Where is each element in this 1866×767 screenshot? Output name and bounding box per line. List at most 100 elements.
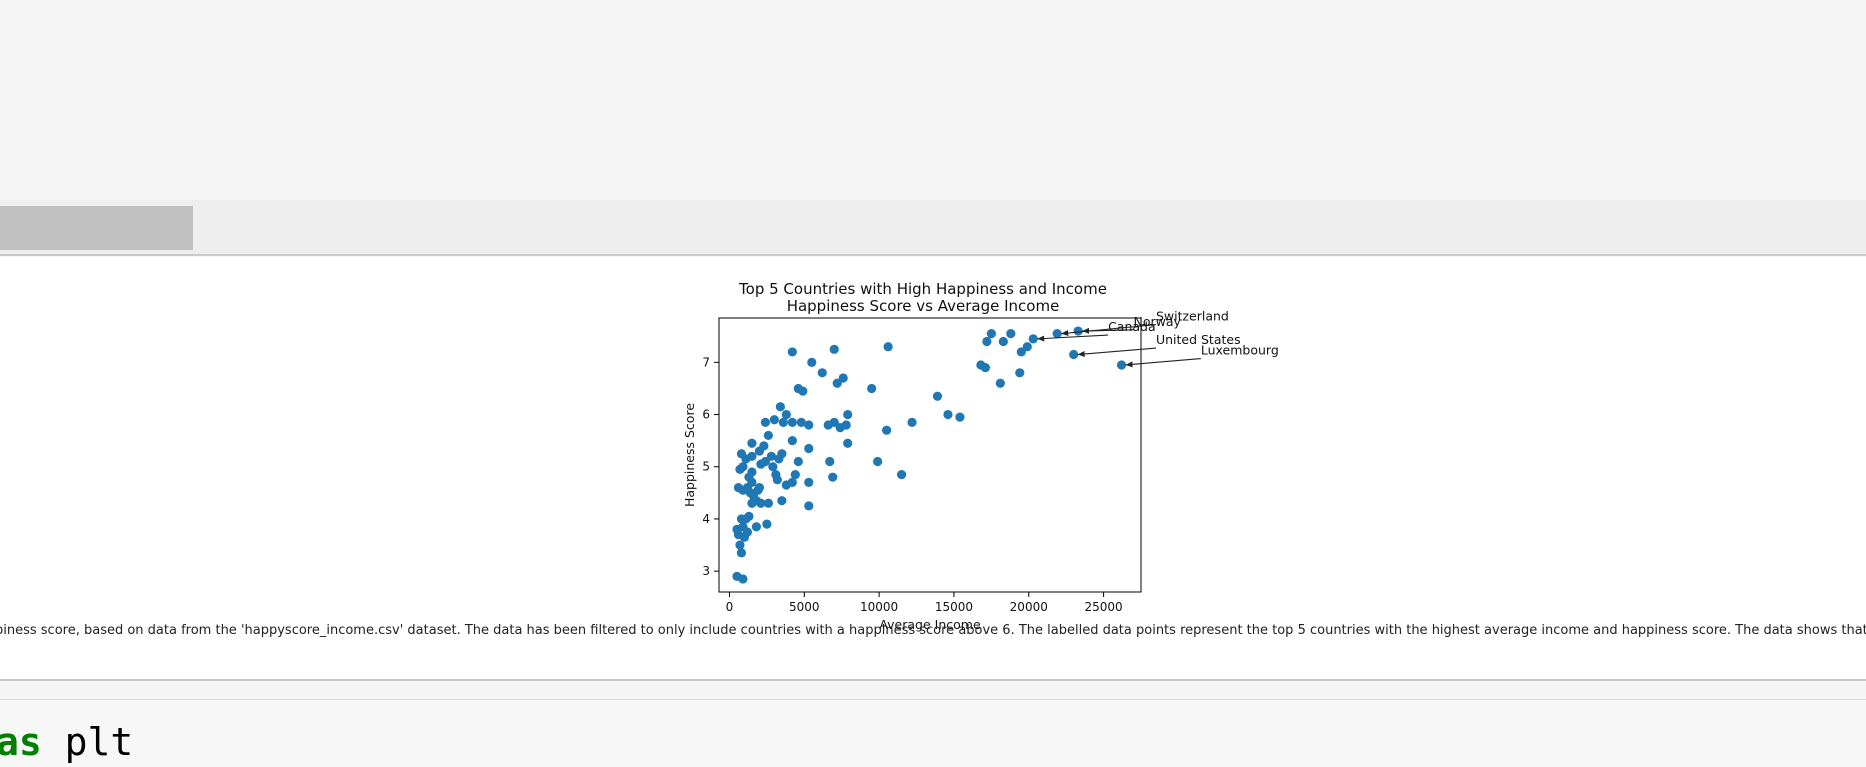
data-point <box>998 336 1008 347</box>
data-point <box>787 436 797 446</box>
data-point <box>838 373 848 383</box>
y-tick-label: 6 <box>702 408 710 422</box>
data-point <box>747 467 757 477</box>
annotation-arrow <box>1061 324 1157 336</box>
data-point <box>829 344 839 354</box>
data-point <box>793 456 803 467</box>
data-point <box>804 420 814 430</box>
data-point <box>747 451 757 461</box>
data-point <box>1069 349 1079 360</box>
data-point <box>807 357 817 367</box>
data-point <box>932 391 943 401</box>
data-point <box>778 417 788 427</box>
chart-subtitle: Happiness Score vs Average Income <box>787 297 1060 315</box>
data-point <box>736 548 747 558</box>
data-point <box>768 462 778 472</box>
data-point <box>771 469 781 480</box>
y-axis-label: Happiness Score <box>682 403 697 507</box>
annotation-label: Norway <box>1134 314 1182 329</box>
data-point <box>896 469 907 480</box>
annotation-arrow <box>1077 347 1157 357</box>
data-point <box>828 472 838 482</box>
code-line[interactable]: as plt <box>0 720 133 764</box>
data-point <box>760 417 770 427</box>
data-point <box>1022 342 1032 352</box>
data-point <box>843 409 853 420</box>
data-point <box>763 498 773 508</box>
data-point <box>873 456 883 467</box>
data-point <box>787 477 797 487</box>
data-point <box>829 417 839 427</box>
data-point <box>943 409 953 420</box>
x-tick-label: 10000 <box>860 600 898 614</box>
annotation-label: United States <box>1156 332 1241 347</box>
data-point <box>735 540 745 550</box>
scatter-chart: Top 5 Countries with High Happiness and … <box>682 280 1279 632</box>
data-point <box>1073 326 1083 336</box>
data-point <box>1006 329 1016 339</box>
y-axis: 3 4 5 6 7 <box>702 355 719 578</box>
data-point <box>882 425 892 435</box>
chart-description: piness score, based on data from the 'ha… <box>0 623 1866 638</box>
data-point <box>763 430 773 441</box>
data-point <box>986 329 996 339</box>
data-point <box>787 347 797 357</box>
data-point <box>1028 334 1038 344</box>
data-point <box>867 383 877 394</box>
y-tick-label: 3 <box>702 564 710 578</box>
data-point <box>907 417 917 427</box>
annotation-label: Canada <box>1108 319 1156 334</box>
data-point <box>759 441 769 451</box>
data-point <box>982 336 992 347</box>
horizontal-scrollbar[interactable] <box>0 200 1866 256</box>
code-text: plt <box>41 720 134 764</box>
data-point <box>995 378 1005 388</box>
data-point <box>1052 329 1062 339</box>
chart-title: Top 5 Countries with High Happiness and … <box>738 280 1107 298</box>
annotation-label: Luxembourg <box>1201 343 1279 358</box>
data-points <box>732 326 1127 584</box>
x-tick-label: 0 <box>726 600 734 614</box>
data-point <box>762 519 772 529</box>
y-tick-label: 5 <box>702 460 710 474</box>
annotation-label: Switzerland <box>1156 309 1229 324</box>
x-tick-label: 5000 <box>789 600 820 614</box>
data-point <box>738 574 748 584</box>
cell-output-area: Top 5 Countries with High Happiness and … <box>0 257 1866 681</box>
data-point <box>980 362 990 373</box>
data-point <box>841 420 851 430</box>
cell-input-area <box>0 0 1866 200</box>
data-point <box>804 477 814 487</box>
data-point <box>747 438 757 448</box>
x-axis: 0 5000 10000 15000 20000 25000 <box>726 592 1123 614</box>
data-point <box>832 378 842 388</box>
data-point <box>1116 360 1127 370</box>
data-point <box>825 456 835 467</box>
data-point <box>1016 347 1026 357</box>
data-point <box>790 469 800 480</box>
y-tick-label: 4 <box>702 512 710 526</box>
data-point <box>775 402 785 412</box>
data-point <box>736 449 747 459</box>
data-point <box>883 342 893 352</box>
code-cell[interactable]: as plt <box>0 699 1866 767</box>
data-point <box>754 483 765 493</box>
data-point <box>798 386 808 396</box>
data-point <box>843 438 853 448</box>
annotation-arrow <box>1125 357 1201 368</box>
data-point <box>756 498 766 508</box>
data-point <box>796 417 806 427</box>
data-point <box>738 462 748 472</box>
data-point <box>955 412 965 422</box>
data-point <box>777 496 787 506</box>
data-point <box>760 456 770 467</box>
plot-frame <box>718 317 1142 593</box>
data-point <box>781 409 791 420</box>
data-point <box>742 527 753 537</box>
scrollbar-thumb[interactable] <box>0 206 193 250</box>
annotation-arrow <box>1037 334 1109 342</box>
y-tick-label: 7 <box>702 355 710 369</box>
data-point <box>804 443 814 454</box>
data-point <box>817 368 827 378</box>
x-tick-label: 15000 <box>935 600 973 614</box>
